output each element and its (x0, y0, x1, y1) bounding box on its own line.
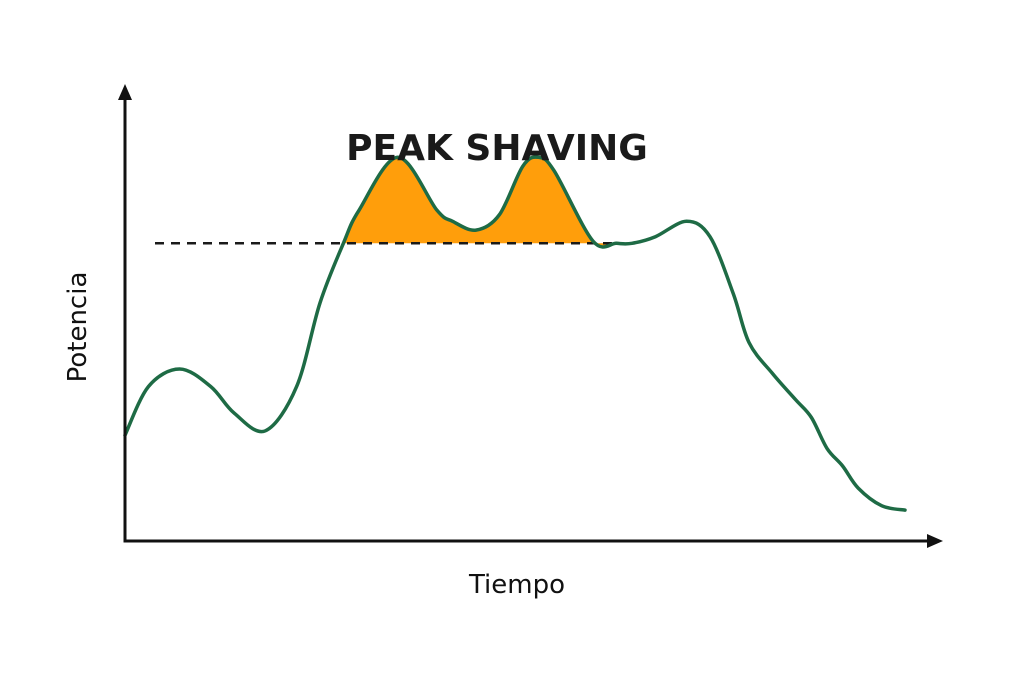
axes (118, 84, 943, 548)
demand-curve (123, 155, 907, 512)
plot-area (123, 155, 907, 512)
y-axis-arrow-icon (118, 84, 132, 100)
x-axis-label: Tiempo (468, 570, 565, 600)
x-axis-arrow-icon (927, 534, 943, 548)
y-axis-label: Potencia (63, 272, 93, 383)
shaved-peak-area (343, 157, 617, 248)
chart-title: PEAK SHAVING (346, 128, 648, 169)
